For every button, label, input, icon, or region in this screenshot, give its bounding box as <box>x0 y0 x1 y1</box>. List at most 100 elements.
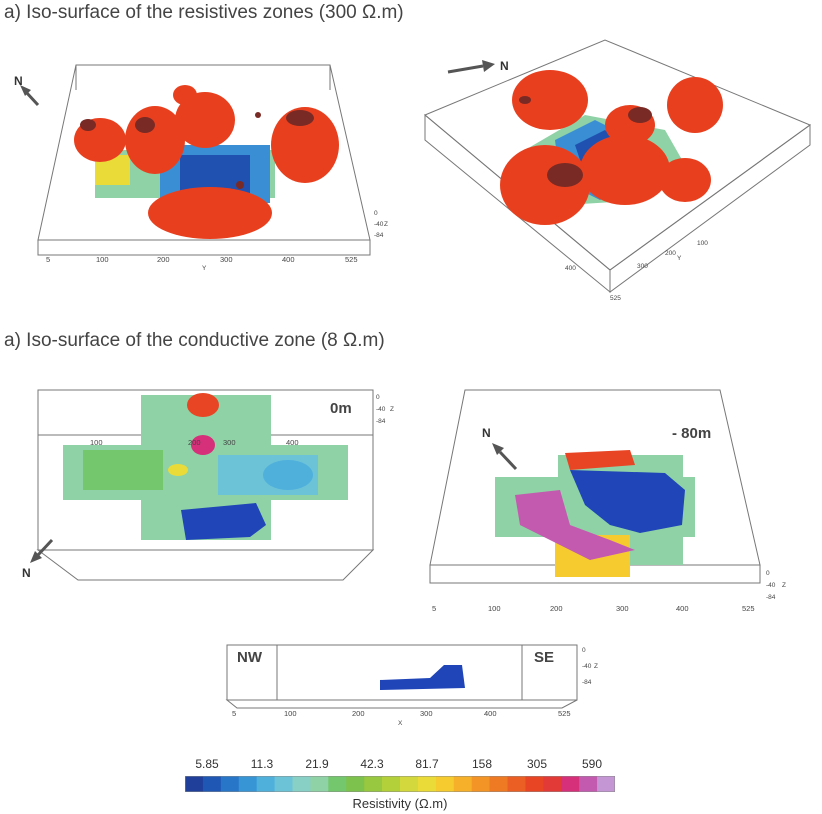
resistivity-slice <box>95 145 275 203</box>
colorbar-swatch <box>185 776 204 792</box>
svg-text:0: 0 <box>766 570 770 577</box>
svg-text:525: 525 <box>742 604 755 613</box>
depth-label: - 80m <box>672 425 711 442</box>
colorbar-tick: 21.9 <box>305 757 329 771</box>
colorbar-swatch <box>292 776 311 792</box>
svg-text:-40: -40 <box>374 221 384 228</box>
x-axis: 5 100 200 300 400 525 <box>432 604 755 613</box>
svg-text:400: 400 <box>282 255 295 264</box>
north-arrow: N <box>482 426 518 471</box>
colorbar-swatch <box>507 776 526 792</box>
colorbar-swatch <box>471 776 491 792</box>
colorbar-swatch <box>202 776 222 792</box>
colorbar-swatch <box>346 776 365 792</box>
resistive-iso-surface <box>500 70 723 225</box>
north-label: N <box>22 566 31 580</box>
colorbar-swatch <box>220 776 240 792</box>
svg-text:-84: -84 <box>582 679 592 686</box>
svg-text:400: 400 <box>565 265 576 272</box>
x-axis: 5 100 200 300 400 525 X <box>232 709 571 727</box>
panel-resistive-left: N 5 100 200 300 400 525 Y 0 -40 -84 Z <box>14 64 388 272</box>
north-arrow: N <box>22 538 54 580</box>
svg-text:Z: Z <box>384 221 388 228</box>
panel-conductive-80m: N - 80m 5 100 200 300 400 525 0 -40 -84 … <box>429 389 786 613</box>
svg-text:-40: -40 <box>766 582 776 589</box>
svg-text:X: X <box>398 720 403 727</box>
conductive-iso-surface <box>570 470 685 533</box>
colorbar-tick: 5.85 <box>195 757 219 771</box>
heading-resistive: a) Iso-surface of the resistives zones (… <box>4 2 404 23</box>
svg-text:5: 5 <box>46 255 50 264</box>
colorbar-swatch <box>328 776 347 792</box>
z-axis: 0 -40 -84 Z <box>582 647 598 686</box>
colorbar-tick: 590 <box>581 757 603 771</box>
colorbar-swatch <box>417 776 437 792</box>
svg-text:100: 100 <box>697 240 708 247</box>
svg-text:0: 0 <box>374 210 378 217</box>
svg-text:200: 200 <box>157 255 170 264</box>
svg-text:200: 200 <box>550 604 563 613</box>
se-label: SE <box>534 649 554 666</box>
svg-text:-40: -40 <box>582 663 592 670</box>
north-arrow: N <box>447 59 509 74</box>
z-axis: 0 -40 -84 Z <box>374 210 388 239</box>
z-axis: 0 -40 -84 Z <box>376 394 394 425</box>
panel-resistive-right: N 100 200 300 400 525 Y <box>424 39 812 302</box>
heading-conductive: a) Iso-surface of the conductive zone (8… <box>4 330 385 351</box>
svg-text:Z: Z <box>390 406 394 413</box>
colorbar-ramp <box>185 776 615 792</box>
svg-text:100: 100 <box>96 255 109 264</box>
colorbar-swatch <box>489 776 508 792</box>
svg-text:-84: -84 <box>376 418 386 425</box>
svg-text:200: 200 <box>188 438 201 447</box>
colorbar-swatch <box>543 776 562 792</box>
bounding-box <box>37 64 371 256</box>
colorbar-swatch <box>256 776 276 792</box>
colorbar-swatch <box>435 776 455 792</box>
svg-text:200: 200 <box>352 709 365 718</box>
svg-text:100: 100 <box>284 709 297 718</box>
colorbar-swatch <box>561 776 580 792</box>
colorbar-tick: 158 <box>471 757 493 771</box>
conductive-iso-surface <box>380 665 465 690</box>
colorbar-tick: 81.7 <box>415 757 439 771</box>
y-axis: 100 200 300 400 525 Y <box>565 240 708 302</box>
svg-text:525: 525 <box>610 295 621 302</box>
svg-text:5: 5 <box>232 709 236 718</box>
north-arrow: N <box>14 74 40 107</box>
colorbar-swatch <box>382 776 401 792</box>
svg-text:Y: Y <box>202 265 207 272</box>
colorbar-swatch <box>400 776 419 792</box>
svg-text:300: 300 <box>223 438 236 447</box>
colorbar-swatch <box>579 776 598 792</box>
svg-text:400: 400 <box>286 438 299 447</box>
svg-text:-84: -84 <box>766 594 776 601</box>
svg-text:Z: Z <box>782 582 786 589</box>
x-axis: 5 100 200 300 400 525 Y <box>46 255 358 272</box>
resistive-iso-surface <box>74 85 339 239</box>
z-axis: 0 -40 -84 Z <box>766 570 786 601</box>
north-label: N <box>500 59 509 73</box>
colorbar-swatch <box>274 776 293 792</box>
colorbar-swatch <box>453 776 473 792</box>
svg-text:100: 100 <box>90 438 103 447</box>
svg-text:525: 525 <box>558 709 571 718</box>
svg-text:0: 0 <box>376 394 380 401</box>
svg-text:300: 300 <box>616 604 629 613</box>
svg-text:400: 400 <box>676 604 689 613</box>
svg-text:300: 300 <box>420 709 433 718</box>
depth-label: 0m <box>330 400 352 417</box>
svg-text:300: 300 <box>220 255 233 264</box>
colorbar-title: Resistivity (Ω.m) <box>352 796 448 811</box>
colorbar-swatch <box>364 776 383 792</box>
colorbar-swatch <box>597 776 615 792</box>
svg-text:400: 400 <box>484 709 497 718</box>
colorbar-tick: 305 <box>526 757 548 771</box>
conductive-iso-surface <box>181 503 266 540</box>
colorbar-swatch <box>238 776 258 792</box>
colorbar-swatch <box>310 776 329 792</box>
svg-text:100: 100 <box>488 604 501 613</box>
svg-text:-40: -40 <box>376 406 386 413</box>
svg-text:5: 5 <box>432 604 436 613</box>
svg-text:Z: Z <box>594 663 598 670</box>
